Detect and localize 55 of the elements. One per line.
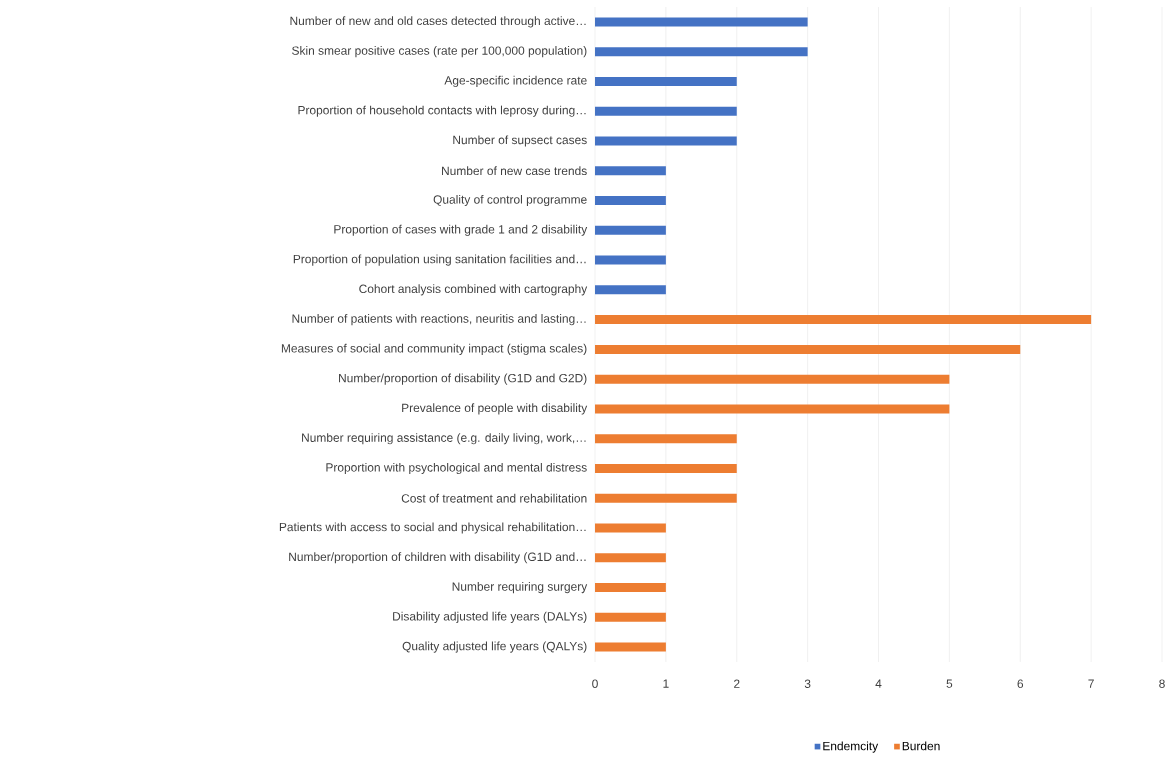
y-tick-label: Age-specific incidence rate bbox=[444, 75, 587, 87]
x-tick-label: 4 bbox=[875, 679, 882, 688]
x-tick-label: 8 bbox=[1159, 679, 1165, 688]
bar bbox=[595, 255, 666, 265]
y-tick-label: Cost of treatment and rehabilitation bbox=[401, 493, 587, 503]
bar bbox=[595, 285, 666, 295]
y-tick-label: Number of supsect cases bbox=[453, 135, 587, 147]
y-tick-label: Proportion with psychological and mental distress bbox=[326, 462, 587, 475]
y-tick-label: Number requiring assistance (e.g. daily living, work,… bbox=[302, 433, 586, 445]
bar bbox=[595, 17, 808, 27]
bar bbox=[595, 404, 950, 414]
x-tick-label: 3 bbox=[804, 679, 811, 688]
bar bbox=[595, 136, 737, 146]
y-tick-label: Measures of social and community impact (stigma scales) bbox=[281, 343, 587, 355]
y-tick-label: Proportion of population using sanitation facilities and… bbox=[293, 254, 586, 266]
y-tick-label: Skin smear positive cases (rate per 100,000 population) bbox=[292, 46, 587, 58]
bar bbox=[595, 463, 737, 473]
x-tick-label: 1 bbox=[663, 679, 669, 688]
x-tick-label: 7 bbox=[1088, 679, 1094, 688]
legend-label: Endemcity bbox=[823, 741, 879, 753]
bar bbox=[595, 612, 666, 622]
y-tick-label: Prevalence of people with disability bbox=[402, 403, 588, 415]
bar bbox=[595, 493, 737, 503]
y-tick-label: Cohort analysis combined with cartography bbox=[359, 284, 588, 296]
bar bbox=[595, 374, 950, 384]
y-tick-label: Number/proportion of disability (G1D and G2D) bbox=[339, 373, 587, 385]
y-tick-label: Quality adjusted life years (QALYs) bbox=[402, 641, 587, 653]
x-tick-label: 6 bbox=[1017, 679, 1024, 688]
bar bbox=[595, 76, 737, 86]
y-tick-label: Number/proportion of children with disability (G1D and… bbox=[289, 552, 586, 564]
y-tick-label: Number of new and old cases detected through active… bbox=[290, 16, 586, 28]
legend-label: Burden bbox=[902, 741, 940, 751]
y-tick-label: Number of patients with reactions, neuritis and lasting… bbox=[292, 314, 586, 326]
y-tick-label: Proportion of cases with grade 1 and 2 disability bbox=[334, 224, 588, 236]
bar bbox=[595, 225, 666, 235]
bar bbox=[595, 523, 666, 533]
y-tick-label: Number of new case trends bbox=[442, 166, 587, 176]
x-tick-label: 5 bbox=[946, 679, 953, 688]
bar bbox=[595, 553, 666, 563]
x-tick-label: 2 bbox=[734, 679, 740, 688]
bar bbox=[595, 583, 666, 593]
bar bbox=[595, 344, 1021, 354]
bar bbox=[595, 315, 1092, 325]
y-tick-label: Disability adjusted life years (DALYs) bbox=[393, 611, 587, 623]
bar bbox=[595, 47, 808, 57]
y-tick-label: Quality of control programme bbox=[433, 194, 587, 207]
bar bbox=[595, 106, 737, 116]
y-tick-label: Proportion of household contacts with leprosy during… bbox=[298, 105, 586, 117]
x-tick-label: 0 bbox=[592, 679, 598, 688]
bar bbox=[595, 166, 666, 176]
bar bbox=[595, 642, 666, 652]
y-tick-label: Patients with access to social and physical rehabilitation… bbox=[279, 522, 586, 534]
bar bbox=[595, 196, 666, 206]
y-tick-label: Number requiring surgery bbox=[452, 582, 588, 594]
bar bbox=[595, 434, 737, 444]
